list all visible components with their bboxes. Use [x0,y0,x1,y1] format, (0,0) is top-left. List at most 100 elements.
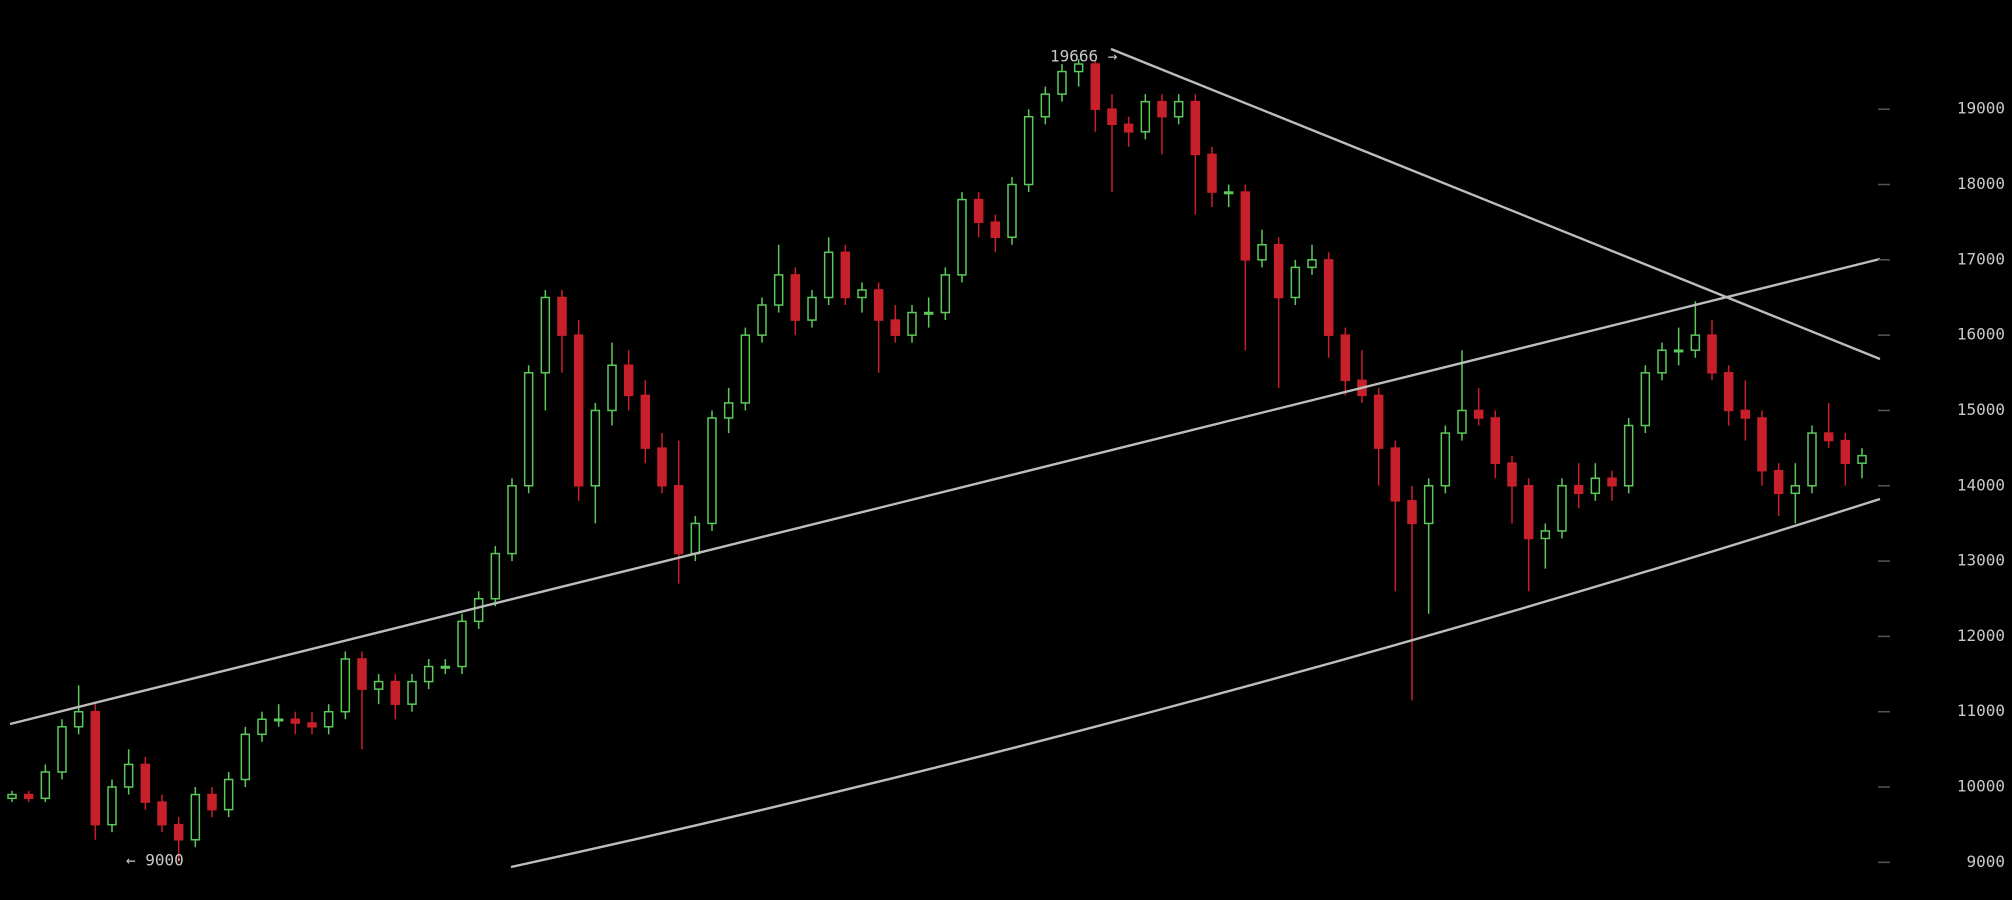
y-tick-label: 15000 [1957,400,2005,419]
candle-body [873,289,884,321]
candle-body [707,417,717,525]
y-tick-label: 11000 [1957,701,2005,720]
candle-body [923,311,934,315]
candle-body [1607,477,1617,487]
candle-body [1623,424,1634,487]
candle-body [490,552,501,600]
candle-body [1790,485,1801,495]
candle-body [1473,409,1484,419]
candle-body [1573,485,1584,495]
candle-body [857,289,867,299]
candle-body [1140,100,1151,133]
candle-body [940,274,951,314]
candle-body [1390,447,1401,502]
candle-body [440,665,451,669]
candle-body [1290,266,1301,299]
candle-body [1273,244,1284,299]
y-tick-label: 10000 [1957,777,2005,796]
candle-body [807,296,817,321]
candle-body [1007,183,1017,238]
candle-body [623,364,634,397]
candle-body [1673,349,1684,353]
candle-body [1073,63,1084,73]
candle-body [1857,454,1867,464]
candle-body [57,726,67,773]
candle-body [473,597,484,623]
candle-body [457,620,467,668]
candle-body [357,658,367,690]
candle-body [507,485,517,555]
trend-curve [510,497,1881,869]
candle-body [290,718,301,724]
candle-body [1373,394,1384,449]
candle-body [407,680,417,705]
candle-body [957,198,967,276]
candle-body [1307,259,1317,269]
candle-body [1523,485,1534,540]
low-annotation: ← 9000 [126,851,184,870]
y-tick-label: 19000 [1957,99,2005,118]
trend-line [1110,47,1881,361]
candle-body [257,718,267,736]
candle-body [1057,70,1067,95]
y-tick-label: 12000 [1957,626,2005,645]
candle-body [1257,244,1267,261]
candle-body [773,274,784,306]
candle-body [1190,100,1201,156]
candle-body [1807,432,1817,487]
candle-body [1707,334,1717,374]
candle-body [840,251,851,299]
candle-body [223,778,234,811]
candle-body [990,221,1001,238]
candle-body [1657,349,1667,374]
candle-body [1340,334,1351,382]
candle-body [907,311,917,336]
candle-body [7,793,17,800]
y-tick-label: 18000 [1957,174,2005,193]
candle-body [1107,108,1117,126]
candle-body [1590,477,1601,495]
candle-body [207,793,217,811]
candle-body [123,763,134,788]
candle-body [573,334,584,487]
candle-body [173,823,184,841]
candle-body [1207,153,1217,193]
candle-body [40,771,51,800]
candle-body [540,296,551,374]
candle-body [1123,123,1134,133]
candle-body [590,409,601,487]
candle-body [757,304,767,336]
candle-body [1690,334,1701,351]
candle-body [1823,432,1834,442]
candle-body [1757,417,1767,472]
candle-body [1407,500,1417,525]
y-tick-label: 9000 [1966,852,2005,871]
y-tick-label: 17000 [1957,249,2005,268]
candle-body [690,522,701,555]
candle-body [140,763,151,803]
candle-body [373,680,384,690]
candle-body [1323,259,1334,336]
candle-body [1173,100,1184,118]
candle-body [340,658,351,713]
candle-body [23,793,34,800]
candle-body [240,733,251,781]
candle-body [1457,409,1467,434]
candle-body [1090,63,1101,110]
candle-body [823,251,834,299]
candle-body [523,372,534,487]
candle-body [190,793,201,841]
candle-body [1557,485,1567,532]
candle-body [1507,462,1517,487]
candle-body [1773,469,1784,495]
candle-body [423,665,434,683]
candle-body [640,394,651,449]
candles [7,59,1867,863]
candle-body [157,801,167,826]
candle-body [607,364,617,412]
candle-body [1840,439,1851,464]
high-annotation: 19666 → [1050,47,1118,66]
y-tick-label: 13000 [1957,551,2005,570]
candle-body [673,485,684,555]
